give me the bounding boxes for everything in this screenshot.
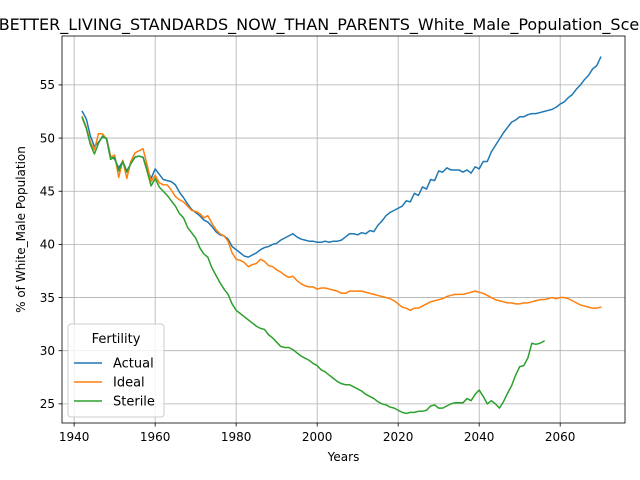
series-line-actual [81,56,602,258]
y-axis-ticks: 25 30 35 40 45 50 55 [40,78,62,411]
y-tick-label: 35 [40,291,55,305]
x-axis-ticks: 1940 1960 1980 2000 2020 2040 2060 [59,423,576,444]
legend-title: Fertility [92,332,141,347]
x-tick-label: 2040 [464,430,495,444]
y-tick-label: 25 [40,397,55,411]
legend-label-sterile: Sterile [113,395,155,410]
series-line-ideal [81,115,602,312]
x-tick-label: 1940 [59,430,90,444]
plot-frame [61,35,626,424]
y-tick-label: 55 [40,78,55,92]
x-axis-label: Years [327,450,360,464]
y-tick-label: 30 [40,344,55,358]
legend-label-actual: Actual [113,357,154,372]
x-tick-label: 1980 [221,430,252,444]
legend-label-ideal: Ideal [113,376,145,391]
series-line-sterile [81,116,546,415]
x-tick-label: 1960 [140,430,171,444]
chart-title: BETTER_LIVING_STANDARDS_NOW_THAN_PARENTS… [0,15,640,35]
series-lines [81,56,602,415]
legend-entries: Actual Ideal Sterile [74,357,155,410]
legend: Fertility Actual Ideal Sterile [67,323,165,418]
x-tick-label: 2020 [383,430,414,444]
y-axis-label: % of White_Male Population [14,146,28,313]
y-tick-label: 40 [40,238,55,252]
y-tick-label: 50 [40,131,55,145]
y-tick-label: 45 [40,185,55,199]
x-tick-label: 2000 [302,430,333,444]
legend-box [67,323,165,418]
x-tick-label: 2060 [545,430,576,444]
